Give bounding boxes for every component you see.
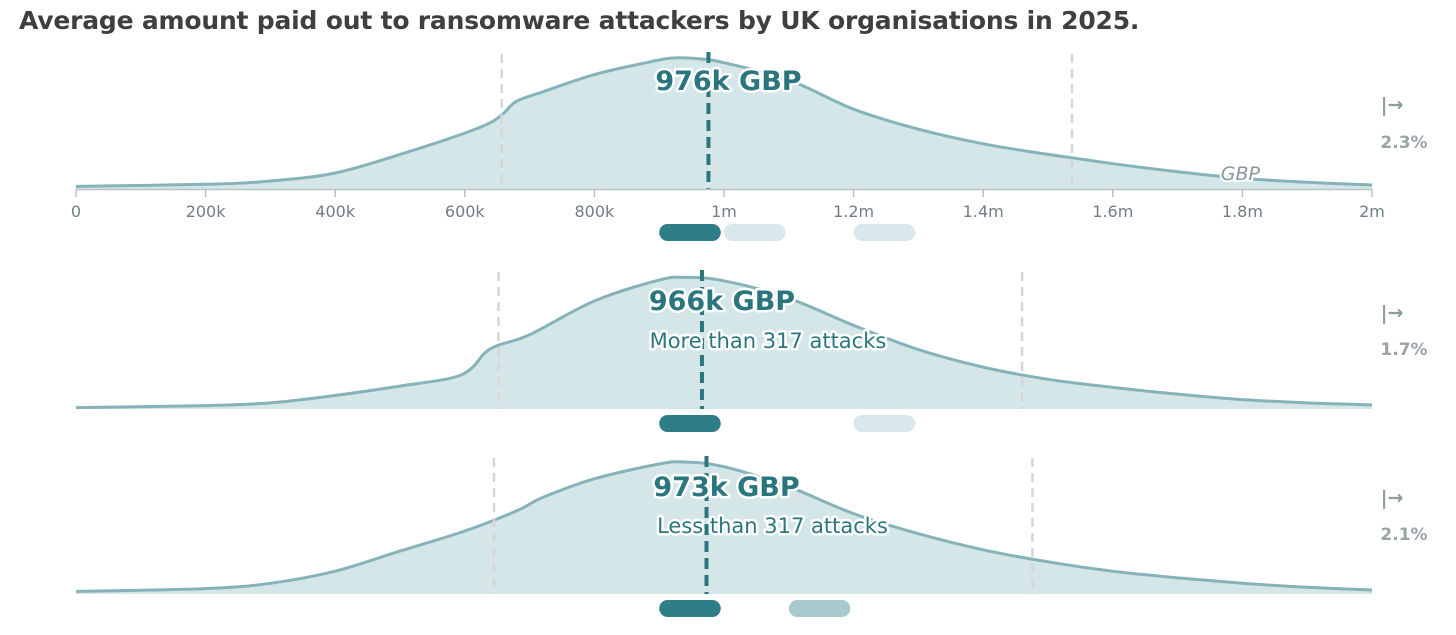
group-label: More than 317 attacks: [650, 329, 887, 353]
x-tick-label: 2m: [1359, 202, 1385, 221]
x-tick-label: 1.6m: [1092, 202, 1133, 221]
beyond-range-percent: 1.7%: [1380, 340, 1427, 360]
beyond-range-percent: 2.1%: [1380, 525, 1427, 545]
density-area: [76, 277, 1372, 409]
median-label: 966k GBP: [649, 286, 795, 317]
group-label: Less than 317 attacks: [657, 514, 888, 538]
x-tick-label: 400k: [315, 202, 356, 221]
range-pill-dark: [659, 600, 721, 617]
density-area: [76, 461, 1372, 594]
axis-unit-label: GBP: [1221, 163, 1261, 185]
x-axis: 0 200k 400k 600k 800k 1m 1.2m 1.4m 1.6m 1.8m 2m GBP: [71, 161, 1385, 221]
range-pill-light: [853, 224, 916, 241]
x-tick-label: 1m: [711, 202, 737, 221]
beyond-range-percent: 2.3%: [1380, 133, 1427, 153]
chart-title: Average amount paid out to ransomware at…: [19, 6, 1140, 35]
range-pill-light: [853, 415, 916, 432]
x-tick-label: 600k: [445, 202, 486, 221]
ridge-panel-1: 976k GBP |→ 2.3%: [75, 52, 1428, 241]
x-tick-label: 1.4m: [963, 202, 1004, 221]
density-curve: [75, 56, 1373, 188]
beyond-range-arrow-icon: |→: [1381, 94, 1404, 116]
density-area: [76, 57, 1372, 189]
x-tick-label: 200k: [186, 202, 227, 221]
x-tick-label: 1.2m: [833, 202, 874, 221]
ridge-panel-3: 973k GBP Less than 317 attacks |→ 2.1%: [75, 456, 1428, 617]
beyond-range-arrow-icon: |→: [1381, 302, 1404, 324]
median-label: 973k GBP: [653, 472, 799, 503]
beyond-range-arrow-icon: |→: [1381, 487, 1404, 509]
density-curve: [75, 275, 1373, 410]
range-pill-dark: [659, 224, 721, 241]
median-label: 976k GBP: [655, 66, 801, 97]
range-pill-dark: [659, 415, 721, 432]
x-tick-label: 1.8m: [1222, 202, 1263, 221]
ridge-panel-2: 966k GBP More than 317 attacks |→ 1.7%: [75, 270, 1428, 432]
range-pill-mid: [788, 600, 851, 617]
x-tick-label: 800k: [574, 202, 615, 221]
x-tick-label: 0: [71, 202, 81, 221]
range-pill-light: [724, 224, 786, 241]
